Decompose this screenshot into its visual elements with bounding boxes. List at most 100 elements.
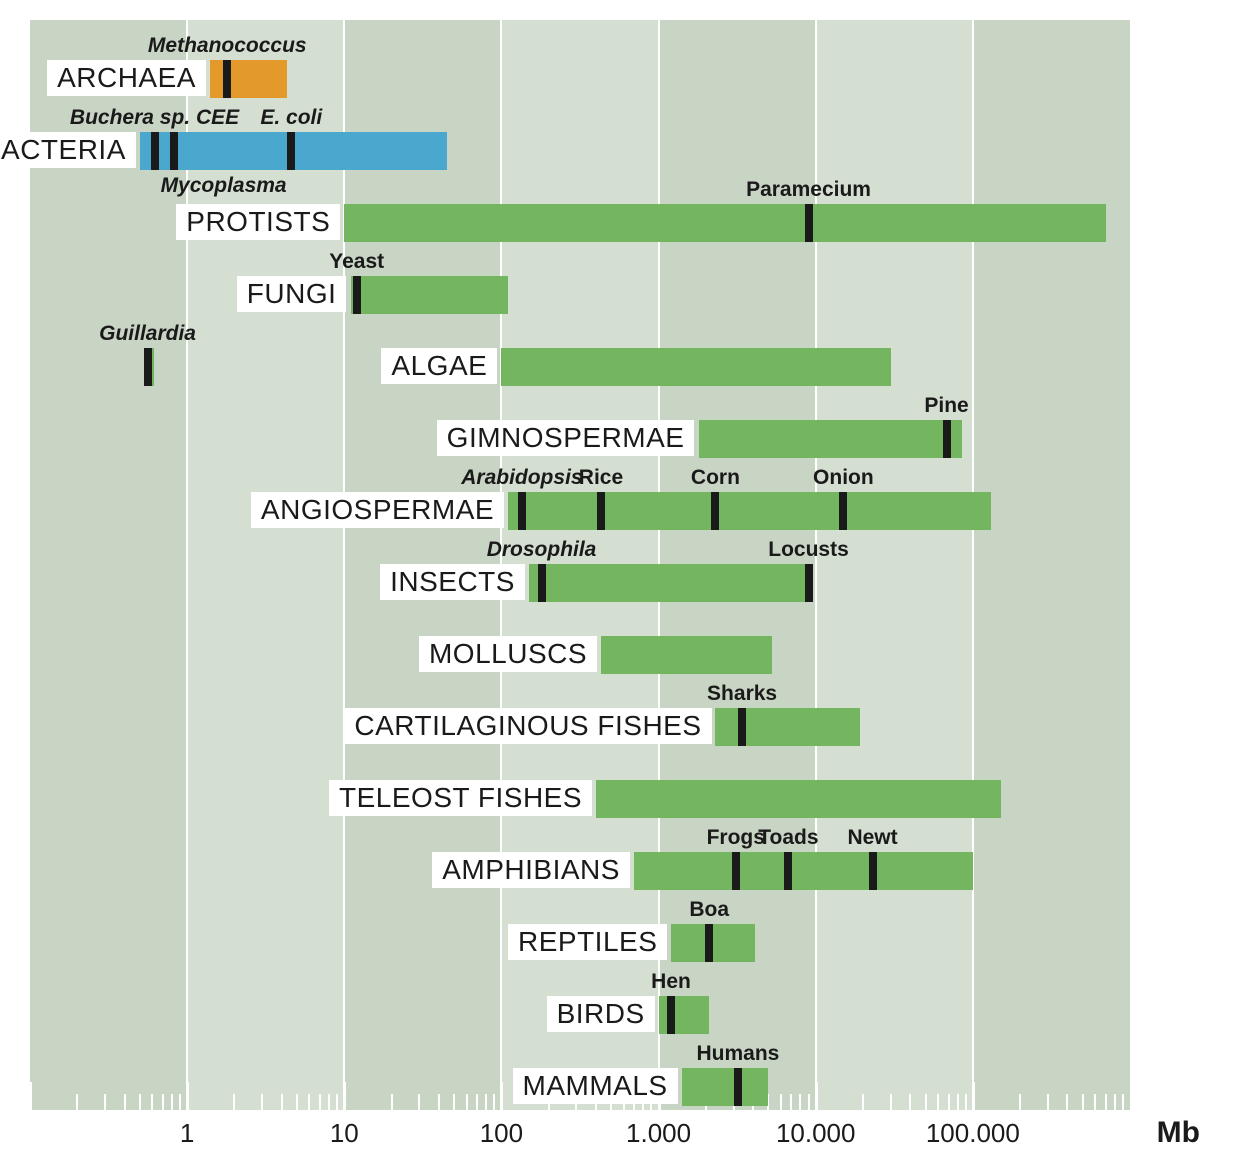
marker-angiospermae-0 (518, 492, 526, 530)
marker-algae-0 (144, 348, 152, 386)
marker-angiospermae-2 (711, 492, 719, 530)
minor-tick (466, 1094, 468, 1110)
marker-cart-fishes-0 (738, 708, 746, 746)
major-tick (500, 1082, 503, 1110)
minor-tick (162, 1094, 164, 1110)
range-bar-fungi (351, 276, 508, 314)
category-label-fungi: FUNGI (237, 276, 347, 312)
marker-label-amphibians-1: Toads (758, 826, 818, 850)
marker-reptiles-0 (705, 924, 713, 962)
range-bar-archaea (210, 60, 287, 98)
minor-tick (476, 1094, 478, 1110)
minor-tick (179, 1094, 181, 1110)
marker-label-angiospermae-3: Onion (813, 466, 874, 490)
minor-tick (438, 1094, 440, 1110)
marker-insects-1 (805, 564, 813, 602)
category-label-gimnospermae: GIMNOSPERMAE (437, 420, 695, 456)
minor-tick (780, 1094, 782, 1110)
range-bar-insects (529, 564, 812, 602)
marker-angiospermae-1 (597, 492, 605, 530)
minor-tick (808, 1094, 810, 1110)
decade-stripe (973, 20, 1130, 1110)
major-tick (29, 1082, 32, 1110)
minor-tick (485, 1094, 487, 1110)
axis-tick-label: 10 (330, 1118, 359, 1149)
minor-tick (948, 1094, 950, 1110)
minor-tick (937, 1094, 939, 1110)
minor-tick (799, 1094, 801, 1110)
marker-gimnospermae-0 (943, 420, 951, 458)
marker-label-amphibians-0: Frogs (707, 826, 765, 850)
axis-tick-label: 1.000 (626, 1118, 691, 1149)
category-label-reptiles: REPTILES (508, 924, 667, 960)
marker-amphibians-2 (869, 852, 877, 890)
category-label-amphibians: AMPHIBIANS (432, 852, 630, 888)
range-bar-molluscs (601, 636, 772, 674)
marker-mammals-0 (734, 1068, 742, 1106)
marker-amphibians-0 (732, 852, 740, 890)
marker-birds-0 (667, 996, 675, 1034)
marker-label-amphibians-2: Newt (847, 826, 897, 850)
minor-tick (890, 1094, 892, 1110)
minor-tick (151, 1094, 153, 1110)
marker-label-algae-0: Guillardia (99, 322, 196, 346)
marker-protists-0 (805, 204, 813, 242)
minor-tick (319, 1094, 321, 1110)
range-bar-gimnospermae (699, 420, 962, 458)
category-label-molluscs: MOLLUSCS (419, 636, 597, 672)
minor-tick (1105, 1094, 1107, 1110)
marker-label-angiospermae-2: Corn (691, 466, 740, 490)
marker-label-bacteria-1: E. coli (260, 106, 322, 130)
marker-label-fungi-0: Yeast (329, 250, 384, 274)
minor-tick (418, 1094, 420, 1110)
category-label-bacteria: BACTERIA (0, 132, 136, 168)
minor-tick (790, 1094, 792, 1110)
category-label-algae: ALGAE (381, 348, 497, 384)
minor-tick (1122, 1094, 1124, 1110)
minor-tick (1019, 1094, 1021, 1110)
marker-label-birds-0: Hen (651, 970, 691, 994)
axis-tick-label: 100.000 (926, 1118, 1020, 1149)
marker-label-insects-1: Locusts (768, 538, 849, 562)
marker-label-mammals-0: Humans (697, 1042, 780, 1066)
major-tick (815, 1082, 818, 1110)
marker-label-angiospermae-1: Rice (579, 466, 623, 490)
minor-tick (281, 1094, 283, 1110)
minor-tick (76, 1094, 78, 1110)
range-bar-cart-fishes (715, 708, 859, 746)
major-tick (186, 1082, 189, 1110)
marker-label-gimnospermae-0: Pine (924, 394, 968, 418)
axis-tick-label: 1 (180, 1118, 194, 1149)
marker-label-insects-0: Drosophila (487, 538, 597, 562)
range-bar-algae (501, 348, 890, 386)
minor-tick (925, 1094, 927, 1110)
axis-unit-label: Mb (1157, 1116, 1200, 1150)
category-label-angiospermae: ANGIOSPERMAE (251, 492, 504, 528)
marker-archaea-0 (223, 60, 231, 98)
minor-tick (1066, 1094, 1068, 1110)
minor-tick (139, 1094, 141, 1110)
range-bar-mammals (682, 1068, 769, 1106)
genome-size-chart: 1101001.00010.000100.000MbARCHAEAMethano… (0, 0, 1250, 1176)
minor-tick (296, 1094, 298, 1110)
major-tick (972, 1082, 975, 1110)
marker-angiospermae-3 (839, 492, 847, 530)
category-label-teleost: TELEOST FISHES (329, 780, 592, 816)
marker-amphibians-1 (784, 852, 792, 890)
minor-tick (171, 1094, 173, 1110)
category-label-archaea: ARCHAEA (47, 60, 206, 96)
minor-tick (1094, 1094, 1096, 1110)
gridline (343, 20, 345, 1110)
category-label-mammals: MAMMALS (513, 1068, 678, 1104)
range-bar-angiospermae (508, 492, 991, 530)
minor-tick (493, 1094, 495, 1110)
minor-tick (453, 1094, 455, 1110)
marker-label-archaea-0: Methanococcus (148, 34, 307, 58)
minor-tick (104, 1094, 106, 1110)
minor-tick (965, 1094, 967, 1110)
category-label-birds: BIRDS (547, 996, 655, 1032)
marker-bacteria-1 (287, 132, 295, 170)
category-label-cart-fishes: CARTILAGINOUS FISHES (344, 708, 711, 744)
gridline (972, 20, 974, 1110)
range-bar-teleost (596, 780, 1000, 818)
